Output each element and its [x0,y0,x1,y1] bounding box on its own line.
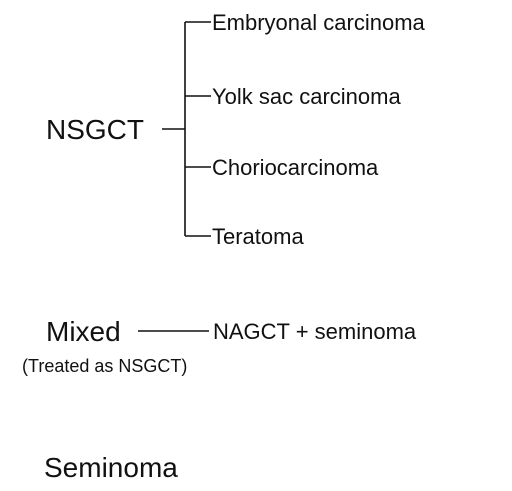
subtype-choriocarcinoma: Choriocarcinoma [212,155,379,180]
subtype-embryonal-carcinoma: Embryonal carcinoma [212,10,425,35]
nsgct-label: NSGCT [46,114,144,145]
subtype-teratoma: Teratoma [212,224,304,249]
seminoma-label: Seminoma [44,452,178,483]
mixed-treatment-note: (Treated as NSGCT) [22,356,188,376]
mixed-label: Mixed [46,316,121,347]
subtype-yolk-sac-carcinoma: Yolk sac carcinoma [212,84,401,109]
mixed-composition: NAGCT + seminoma [213,319,417,344]
